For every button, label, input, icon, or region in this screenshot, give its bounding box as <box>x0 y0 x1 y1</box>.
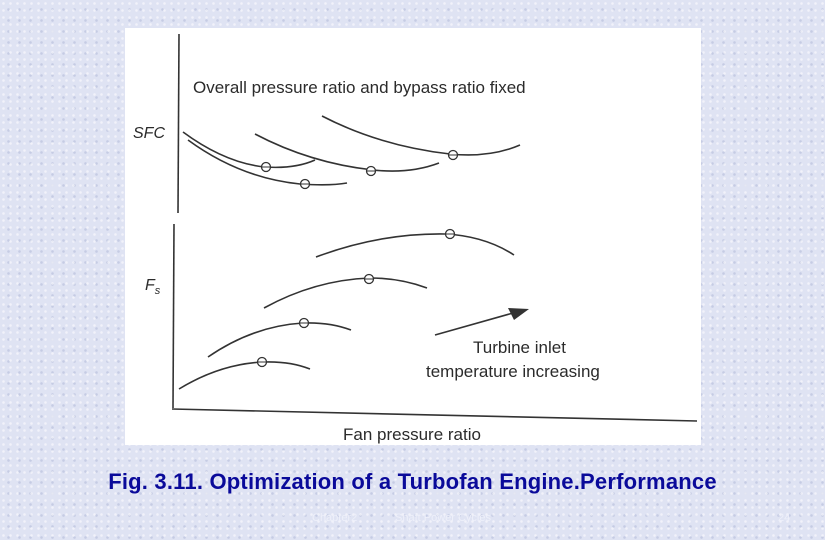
diagram-heading: Overall pressure ratio and bypass ratio … <box>193 78 526 97</box>
figure-panel: Overall pressure ratio and bypass ratio … <box>125 28 701 445</box>
footer-page-number: 24 <box>778 512 791 524</box>
footer-title: Shaft Power Cycles <box>395 512 491 524</box>
fs-axis-label: Fs <box>145 277 161 297</box>
arrow-label-line1: Turbine inlet <box>473 338 566 357</box>
sfc-axis <box>177 33 180 214</box>
turbine-inlet-arrow-shaft <box>434 312 514 336</box>
arrow-label-line2: temperature increasing <box>426 362 600 381</box>
fs-curve-2 <box>207 322 352 358</box>
fs-curve-1 <box>178 361 311 390</box>
sfc-axis-label: SFC <box>133 125 165 142</box>
figure-caption: Fig. 3.11. Optimization of a Turbofan En… <box>108 469 717 494</box>
fs-label-main: F <box>145 277 156 294</box>
performance-diagram: Overall pressure ratio and bypass ratio … <box>133 33 698 444</box>
sfc-curve-3 <box>254 133 440 172</box>
fs-curve-3 <box>263 277 428 309</box>
fs-label-sub: s <box>155 285 161 297</box>
sfc-curve-2 <box>187 139 348 186</box>
turbine-inlet-arrow-head <box>508 308 529 320</box>
footer-chapter: Chapter2 <box>312 512 358 524</box>
fs-axis <box>172 223 175 409</box>
fs-curve-4 <box>315 233 515 258</box>
x-axis <box>171 408 698 422</box>
x-axis-label: Fan pressure ratio <box>343 425 481 444</box>
sfc-curve-4 <box>321 115 521 156</box>
